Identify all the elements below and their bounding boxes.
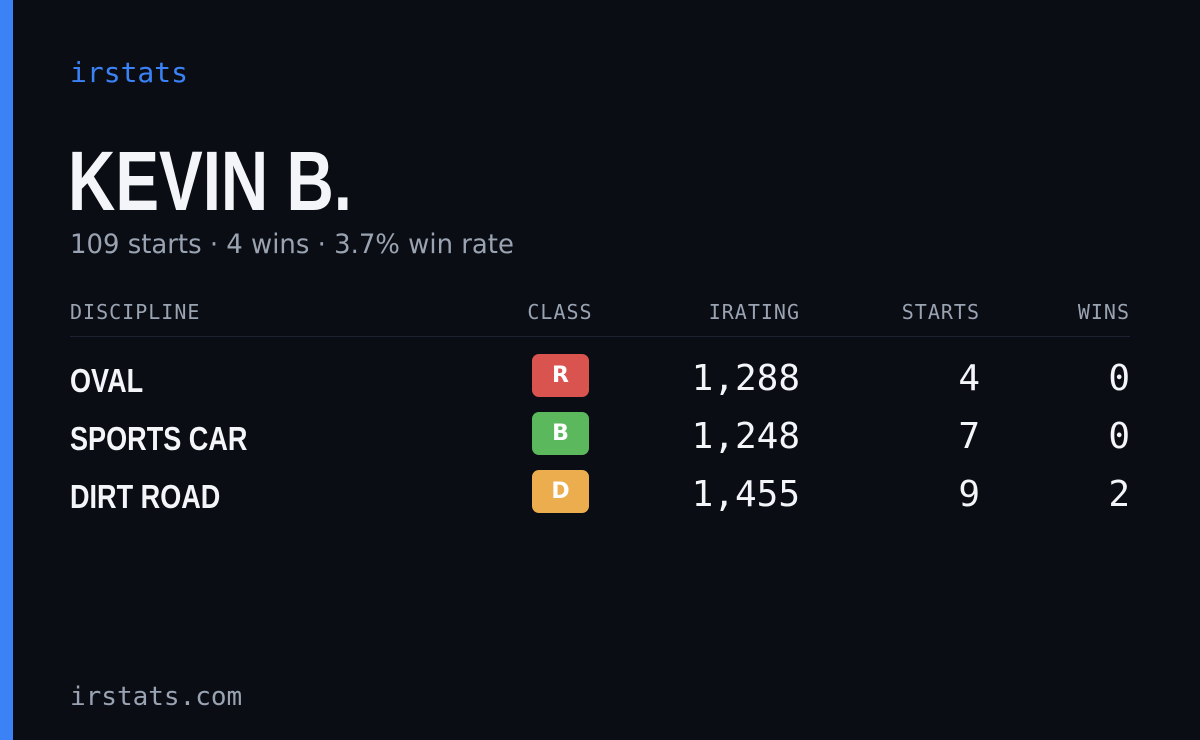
wins-value: 0 — [1108, 358, 1130, 399]
table-row: OVAL R 1,288 4 0 — [70, 352, 1130, 410]
discipline-name: DIRT ROAD — [70, 478, 221, 515]
driver-name: KEVIN B. — [68, 134, 352, 228]
header-irating: IRATING — [708, 300, 800, 324]
stats-table-header: DISCIPLINE CLASS IRATING STARTS WINS — [70, 300, 1130, 326]
wins-value: 2 — [1108, 474, 1130, 515]
accent-bar — [0, 0, 13, 740]
brand-logo-text: irstats — [70, 56, 189, 89]
driver-summary: 109 starts · 4 wins · 3.7% win rate — [70, 229, 514, 260]
discipline-name: OVAL — [70, 362, 144, 399]
license-class-badge: B — [532, 412, 589, 455]
license-class-badge: D — [532, 470, 589, 513]
irating-value: 1,248 — [691, 416, 800, 457]
header-class: CLASS — [527, 300, 593, 324]
discipline-name: SPORTS CAR — [70, 420, 248, 457]
irating-value: 1,288 — [691, 358, 800, 399]
wins-value: 0 — [1108, 416, 1130, 457]
starts-value: 9 — [958, 474, 980, 515]
license-class-badge: R — [532, 354, 589, 397]
header-wins: WINS — [1077, 300, 1130, 324]
table-row: SPORTS CAR B 1,248 7 0 — [70, 410, 1130, 468]
footer-url: irstats.com — [70, 682, 243, 712]
header-divider — [70, 336, 1130, 337]
starts-value: 7 — [958, 416, 980, 457]
stats-table-body: OVAL R 1,288 4 0 SPORTS CAR B 1,248 7 0 … — [70, 352, 1130, 526]
header-discipline: DISCIPLINE — [70, 300, 201, 324]
starts-value: 4 — [958, 358, 980, 399]
table-row: DIRT ROAD D 1,455 9 2 — [70, 468, 1130, 526]
header-starts: STARTS — [901, 300, 980, 324]
irating-value: 1,455 — [691, 474, 800, 515]
